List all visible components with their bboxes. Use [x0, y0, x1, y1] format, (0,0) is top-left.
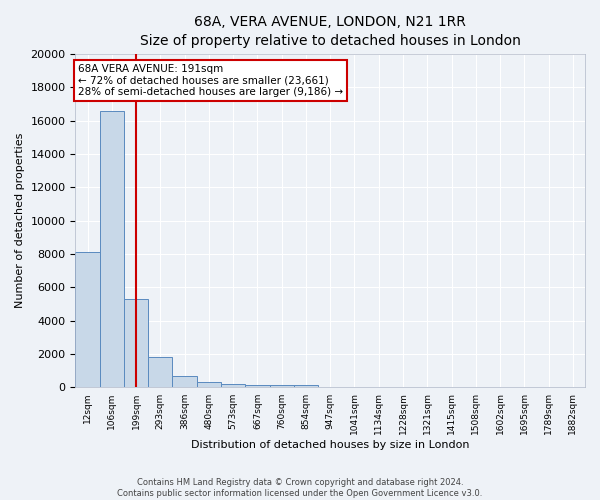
- X-axis label: Distribution of detached houses by size in London: Distribution of detached houses by size …: [191, 440, 469, 450]
- Title: 68A, VERA AVENUE, LONDON, N21 1RR
Size of property relative to detached houses i: 68A, VERA AVENUE, LONDON, N21 1RR Size o…: [140, 15, 521, 48]
- Bar: [269, 384, 294, 388]
- Text: 68A VERA AVENUE: 191sqm
← 72% of detached houses are smaller (23,661)
28% of sem: 68A VERA AVENUE: 191sqm ← 72% of detache…: [78, 64, 343, 97]
- Bar: [76, 252, 100, 388]
- Bar: [148, 356, 172, 388]
- Bar: [294, 386, 318, 388]
- Bar: [221, 384, 245, 388]
- Text: Contains HM Land Registry data © Crown copyright and database right 2024.
Contai: Contains HM Land Registry data © Crown c…: [118, 478, 482, 498]
- Bar: [100, 110, 124, 388]
- Bar: [197, 382, 221, 388]
- Y-axis label: Number of detached properties: Number of detached properties: [15, 133, 25, 308]
- Bar: [124, 299, 148, 388]
- Bar: [172, 376, 197, 388]
- Bar: [245, 384, 269, 388]
